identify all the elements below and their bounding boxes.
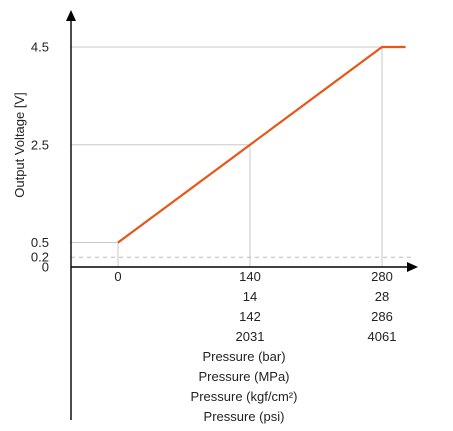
series-line-output-voltage xyxy=(117,45,406,244)
x-tick-label-bar-0: 0 xyxy=(114,269,121,284)
gridlines xyxy=(71,46,415,267)
y-tick-label-4.5: 4.5 xyxy=(31,40,49,55)
x-tick-labels: 0 140 14 142 2031 280 28 286 4061 xyxy=(114,269,396,344)
y-tick-label-0: 0 xyxy=(42,260,49,275)
y-tick-label-2.5: 2.5 xyxy=(31,137,49,152)
axes xyxy=(66,10,418,420)
y-axis-label: Output Voltage [V] xyxy=(12,92,27,198)
x-tick-label-bar-280: 280 xyxy=(371,269,393,284)
x-axis-label-bar: Pressure (bar) xyxy=(202,349,285,364)
x-axis-label-mpa: Pressure (MPa) xyxy=(198,369,289,384)
x-tick-label-bar-140: 140 xyxy=(239,269,261,284)
x-tick-label-kgf-142: 142 xyxy=(239,309,261,324)
x-tick-label-psi-2031: 2031 xyxy=(236,329,265,344)
x-tick-label-mpa-14: 14 xyxy=(243,289,257,304)
x-tick-label-kgf-286: 286 xyxy=(371,309,393,324)
series-layer xyxy=(117,45,406,244)
x-tick-label-psi-4061: 4061 xyxy=(368,329,397,344)
y-tick-labels: 00.20.5 2.5 4.5 xyxy=(31,40,49,275)
x-axis-label-psi: Pressure (psi) xyxy=(204,409,285,424)
x-axis-label-kgf: Pressure (kgf/cm²) xyxy=(191,389,298,404)
x-axis-arrow xyxy=(407,262,418,272)
y-axis-arrow xyxy=(66,10,76,21)
y-tick-label-0.5: 0.5 xyxy=(31,235,49,250)
x-tick-label-mpa-28: 28 xyxy=(375,289,389,304)
y-tick-label-0.2: 0.2 xyxy=(31,250,49,265)
